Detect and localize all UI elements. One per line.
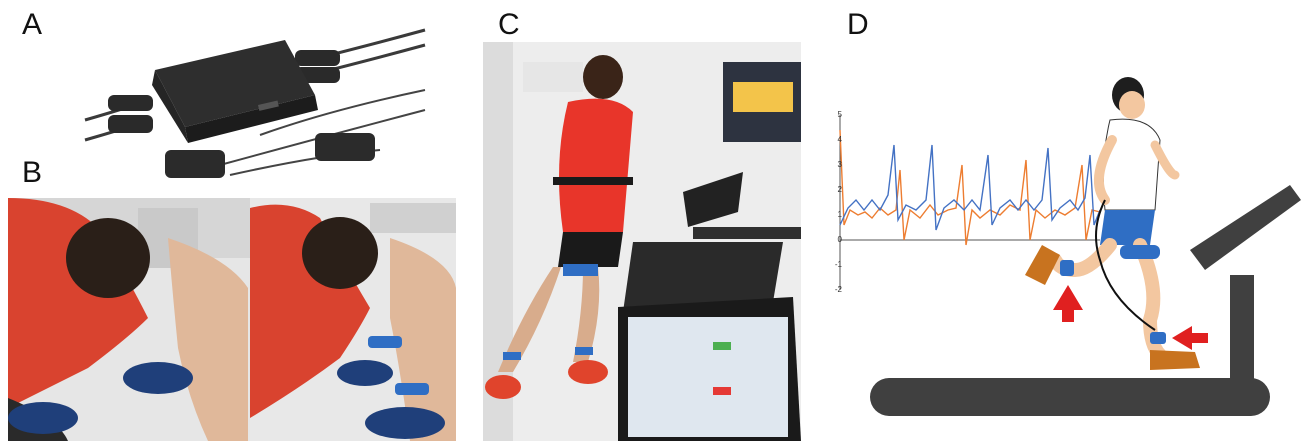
treadmill-handle <box>1190 185 1301 270</box>
panel-label-d: D <box>847 8 869 41</box>
panel-d-illustration <box>820 60 1301 441</box>
treadmill-post <box>1230 275 1254 380</box>
blue-signal-line <box>839 144 1101 231</box>
panel-b-left-photo <box>8 198 250 441</box>
y-tick-neg2: -2 <box>834 285 842 294</box>
y-tick-4: 4 <box>837 135 842 144</box>
y-tick-3: 3 <box>837 160 842 169</box>
panel-a-device-photo <box>80 15 440 185</box>
y-tick-0: 0 <box>837 235 842 244</box>
y-tick-5: 5 <box>837 110 842 119</box>
thigh-strap <box>1120 245 1160 259</box>
panel-c-treadmill-photo <box>483 42 801 441</box>
panel-b-right-photo <box>250 198 456 441</box>
ankle-strap-right <box>1150 332 1166 344</box>
y-tick-2: 2 <box>837 185 842 194</box>
arrow-up-left <box>1053 285 1083 322</box>
y-tick-neg1: -1 <box>834 260 842 269</box>
shoe-right <box>1150 350 1200 370</box>
panel-label-b: B <box>22 156 43 189</box>
ankle-strap-left <box>1060 260 1074 276</box>
treadmill-belt <box>870 378 1270 416</box>
shoe-left <box>1025 245 1060 285</box>
arrow-left-right <box>1172 326 1208 350</box>
y-tick-1: 1 <box>837 210 842 219</box>
panel-label-c: C <box>498 8 520 41</box>
panel-label-a: A <box>22 8 43 41</box>
orange-signal-line <box>839 129 1101 246</box>
